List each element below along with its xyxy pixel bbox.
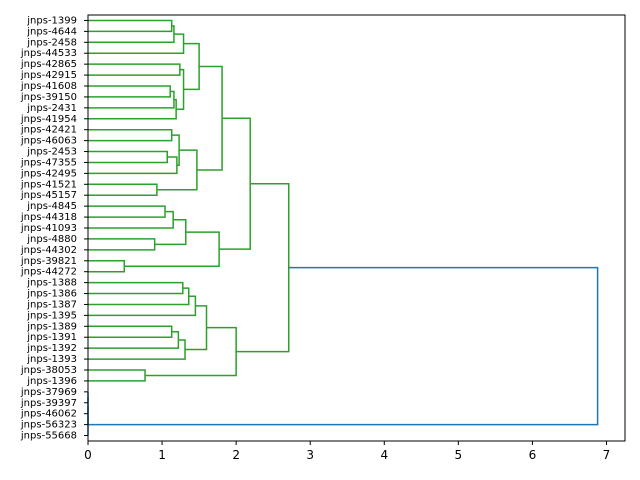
x-tick-label: 0 <box>84 448 92 462</box>
x-tick-label: 4 <box>380 448 388 462</box>
leaf-label: jnps-2458 <box>26 37 77 48</box>
dendrogram-link <box>88 205 166 218</box>
x-axis: 0 1 2 3 4 5 6 7 <box>84 441 610 462</box>
leaf-label: jnps-56323 <box>20 420 77 431</box>
leaf-label: jnps-1393 <box>26 354 77 365</box>
leaf-label: jnps-41093 <box>20 223 77 234</box>
leaf-label: jnps-55668 <box>20 431 77 442</box>
dendrogram-link <box>183 42 200 91</box>
leaf-label: jnps-47355 <box>20 157 77 168</box>
dendrogram-link <box>88 266 599 426</box>
leaf-label: jnps-1388 <box>26 278 77 289</box>
leaf-label: jnps-46062 <box>20 409 77 420</box>
dendrogram-link <box>88 210 174 229</box>
leaf-label: jnps-1399 <box>26 15 77 26</box>
dendrogram-link <box>88 156 178 175</box>
leaf-label: jnps-42865 <box>20 59 77 70</box>
leaf-labels: jnps-1399jnps-4644jnps-2458jnps-44533jnp… <box>20 15 88 442</box>
dendrogram-link <box>88 19 173 33</box>
x-tick-label: 2 <box>232 448 240 462</box>
leaf-label: jnps-2431 <box>26 103 77 114</box>
dendrogram-link <box>88 25 175 44</box>
dendrogram-link <box>219 117 251 250</box>
leaf-label: jnps-1391 <box>26 332 77 343</box>
leaf-label: jnps-1395 <box>26 310 77 321</box>
dendrogram-link <box>88 325 173 338</box>
dendrogram-link <box>88 33 185 54</box>
leaf-label: jnps-44302 <box>20 245 77 256</box>
x-tick-label: 6 <box>529 448 537 462</box>
leaf-label: jnps-37969 <box>20 387 77 398</box>
leaf-label: jnps-1396 <box>26 376 77 387</box>
leaf-label: jnps-41954 <box>20 114 77 125</box>
leaf-label: jnps-1392 <box>26 343 77 354</box>
x-tick-label: 1 <box>158 448 166 462</box>
leaf-label: jnps-39150 <box>20 92 77 103</box>
dendrogram-link <box>88 295 197 317</box>
dendrogram-link <box>88 150 169 164</box>
dendrogram-link <box>171 134 180 166</box>
leaf-label: jnps-41521 <box>20 179 77 190</box>
dendrogram-link <box>88 63 181 76</box>
dendrogram-link <box>88 85 171 98</box>
dendrogram-link <box>88 281 184 295</box>
x-tick-label: 5 <box>455 448 463 462</box>
x-tick-label: 7 <box>603 448 611 462</box>
leaf-label: jnps-2453 <box>26 147 77 158</box>
dendrogram-link <box>88 369 146 382</box>
leaf-label: jnps-42495 <box>20 168 77 179</box>
dendrogram-link <box>88 331 180 349</box>
dendrogram-link <box>145 326 237 377</box>
dendrogram-link <box>88 287 190 306</box>
leaf-label: jnps-45157 <box>20 190 77 201</box>
leaf-label: jnps-46063 <box>20 136 77 147</box>
leaf-label: jnps-39397 <box>20 398 77 409</box>
leaf-label: jnps-42421 <box>20 125 77 136</box>
leaf-label: jnps-44272 <box>20 267 77 278</box>
leaf-label: jnps-41608 <box>20 81 77 92</box>
dendrogram-link <box>88 90 175 109</box>
leaf-label: jnps-44318 <box>20 212 77 223</box>
dendrogram-links <box>87 19 599 436</box>
dendrogram-link <box>88 98 177 120</box>
dendrogram-link <box>88 260 126 273</box>
x-tick-label: 3 <box>306 448 314 462</box>
dendrogram-link <box>88 339 186 360</box>
leaf-label: jnps-38053 <box>20 365 77 376</box>
leaf-label: jnps-1387 <box>26 299 77 310</box>
leaf-label: jnps-44533 <box>20 48 77 59</box>
dendrogram-link <box>88 128 173 142</box>
leaf-label: jnps-1386 <box>26 289 77 300</box>
dendrogram-link <box>88 183 158 196</box>
dendrogram-link <box>154 219 187 246</box>
leaf-label: jnps-42915 <box>20 70 77 81</box>
leaf-label: jnps-1389 <box>26 321 77 332</box>
leaf-label: jnps-39821 <box>20 256 77 267</box>
leaf-label: jnps-4880 <box>26 234 77 245</box>
leaf-label: jnps-4644 <box>26 26 77 37</box>
dendrogram-link <box>196 65 223 171</box>
dendrogram-link <box>88 238 156 251</box>
leaf-label: jnps-4845 <box>26 201 77 212</box>
dendrogram-link <box>236 182 290 353</box>
